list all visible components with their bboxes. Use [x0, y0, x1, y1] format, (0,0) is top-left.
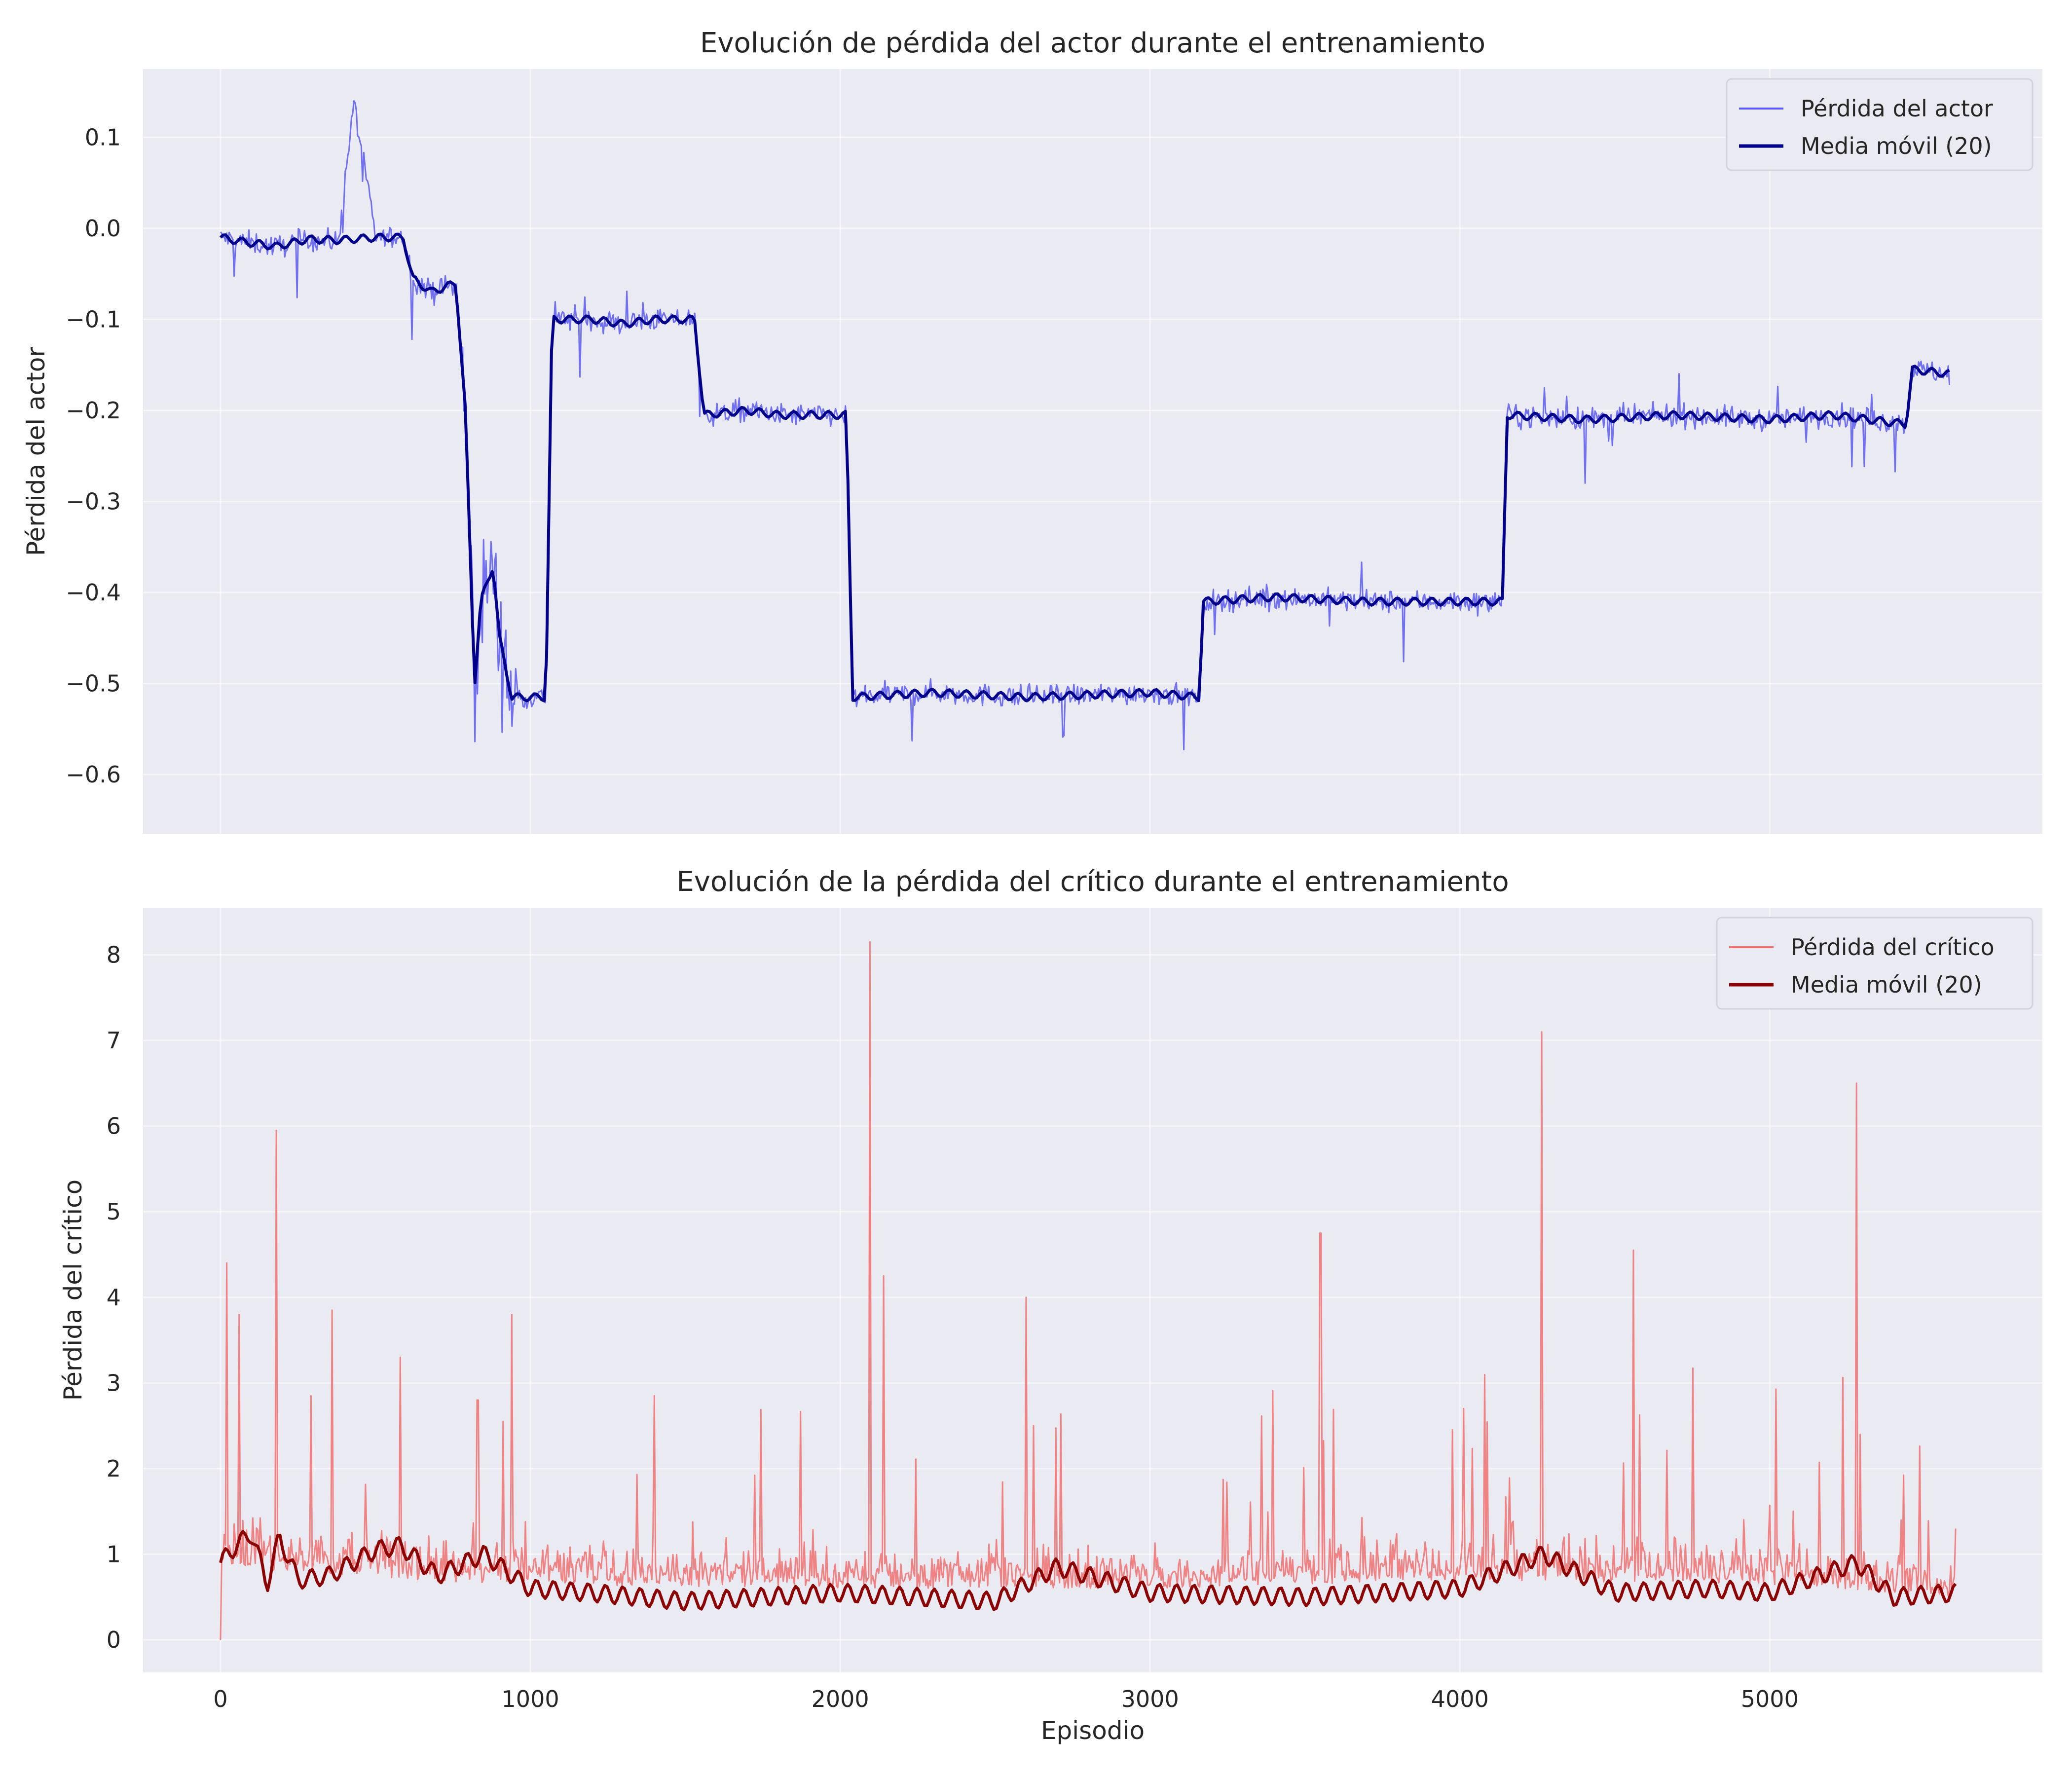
x-tick-label: 5000	[1741, 1686, 1799, 1712]
legend: Pérdida del crítico Media móvil (20)	[1716, 917, 2034, 1010]
plot-area	[143, 69, 2042, 834]
legend-box	[1726, 78, 2034, 171]
y-axis-label: Pérdida del crítico	[59, 1180, 87, 1401]
y-tick-label: 7	[107, 1027, 121, 1054]
y-axis-label: Pérdida del actor	[22, 347, 50, 556]
y-tick-label: −0.4	[66, 579, 121, 606]
chart-title: Evolución de la pérdida del crítico dura…	[676, 866, 1509, 898]
y-tick-label: 3	[107, 1369, 121, 1396]
x-tick-label: 0	[213, 1686, 227, 1712]
legend: Pérdida del actor Media móvil (20)	[1726, 78, 2034, 171]
legend-label: Media móvil (20)	[1791, 971, 1982, 998]
y-tick-label: 6	[107, 1113, 121, 1140]
y-tick-label: −0.1	[66, 306, 121, 333]
series-group	[219, 941, 1957, 1640]
legend-label: Pérdida del actor	[1801, 95, 1993, 122]
x-tick-label: 2000	[812, 1686, 869, 1712]
legend-label: Pérdida del crítico	[1791, 934, 1995, 961]
y-tick-label: 4	[107, 1284, 121, 1311]
y-tick-label: −0.6	[66, 761, 121, 788]
x-tick-label: 3000	[1121, 1686, 1179, 1712]
x-axis-label: Episodio	[1041, 1716, 1145, 1745]
chart-1: 0.1 0.0 −0.1 −0.2 −0.3 −0.4 −0.5 −0.6 Evolución …	[22, 27, 2042, 834]
legend-box	[1716, 917, 2034, 1010]
legend-label: Media móvil (20)	[1801, 133, 1992, 159]
series-line-moving-average	[219, 1530, 1957, 1612]
y-tick-label: −0.3	[66, 488, 121, 515]
y-tick-label: 0.1	[85, 124, 121, 150]
series-line-moving-average	[219, 232, 1950, 703]
series-group	[219, 100, 1951, 750]
series-line-raw	[220, 100, 1951, 750]
y-tick-label: 5	[107, 1198, 121, 1225]
plot-area	[143, 908, 2042, 1672]
chart-2: 0 1000 2000 3000 4000 5000 0 1 2 3 4 5 6 7 8 Evolución …	[59, 866, 2042, 1745]
x-tick-label: 4000	[1431, 1686, 1489, 1712]
y-tick-label: 0	[107, 1627, 121, 1653]
x-tick-label: 1000	[502, 1686, 559, 1712]
y-tick-label: 2	[107, 1455, 121, 1482]
series-line-raw	[220, 941, 1957, 1640]
y-tick-label: 1	[107, 1541, 121, 1567]
y-tick-label: −0.5	[66, 670, 121, 697]
chart-title: Evolución de pérdida del actor durante e…	[700, 27, 1485, 59]
y-tick-label: 0.0	[85, 215, 121, 242]
y-tick-label: 8	[107, 941, 121, 968]
y-tick-label: −0.2	[66, 397, 121, 424]
